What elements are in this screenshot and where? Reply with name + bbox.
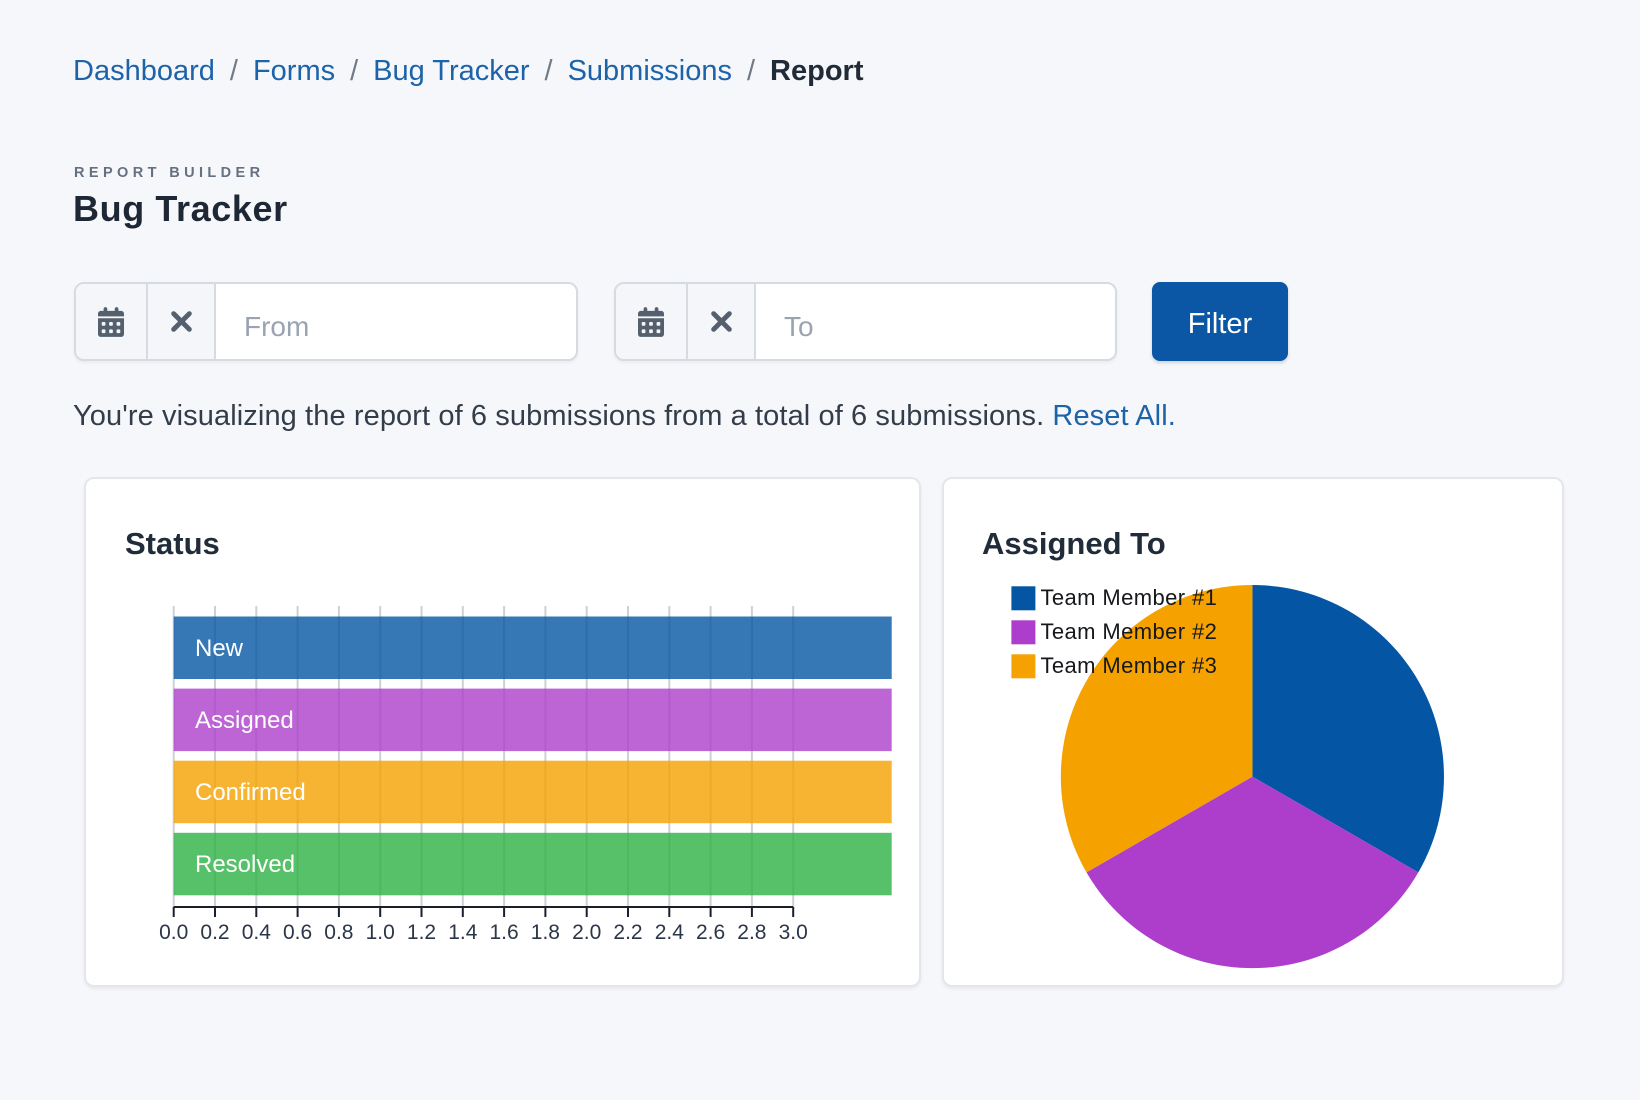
svg-text:1.6: 1.6	[489, 921, 518, 944]
svg-text:Resolved: Resolved	[195, 851, 295, 878]
svg-text:Team Member #3: Team Member #3	[1041, 653, 1218, 678]
svg-text:Team Member #2: Team Member #2	[1041, 619, 1218, 644]
svg-text:0.6: 0.6	[283, 921, 312, 944]
svg-text:2.2: 2.2	[613, 921, 642, 944]
svg-text:Assigned To: Assigned To	[982, 526, 1166, 561]
svg-text:0.0: 0.0	[159, 921, 188, 944]
svg-text:2.0: 2.0	[572, 921, 601, 944]
svg-text:1.8: 1.8	[531, 921, 560, 944]
svg-text:Assigned: Assigned	[195, 707, 294, 734]
svg-text:0.8: 0.8	[324, 921, 353, 944]
svg-text:0.2: 0.2	[200, 921, 229, 944]
svg-text:3.0: 3.0	[779, 921, 808, 944]
svg-text:2.4: 2.4	[655, 921, 685, 944]
svg-text:1.0: 1.0	[366, 921, 395, 944]
svg-text:2.6: 2.6	[696, 921, 725, 944]
svg-text:New: New	[195, 635, 244, 662]
svg-text:Status: Status	[125, 526, 220, 561]
svg-text:1.2: 1.2	[407, 921, 436, 944]
svg-text:2.8: 2.8	[737, 921, 766, 944]
svg-text:Confirmed: Confirmed	[195, 779, 306, 806]
svg-text:0.4: 0.4	[242, 921, 272, 944]
svg-text:Team Member #1: Team Member #1	[1041, 585, 1218, 610]
svg-text:1.4: 1.4	[448, 921, 478, 944]
